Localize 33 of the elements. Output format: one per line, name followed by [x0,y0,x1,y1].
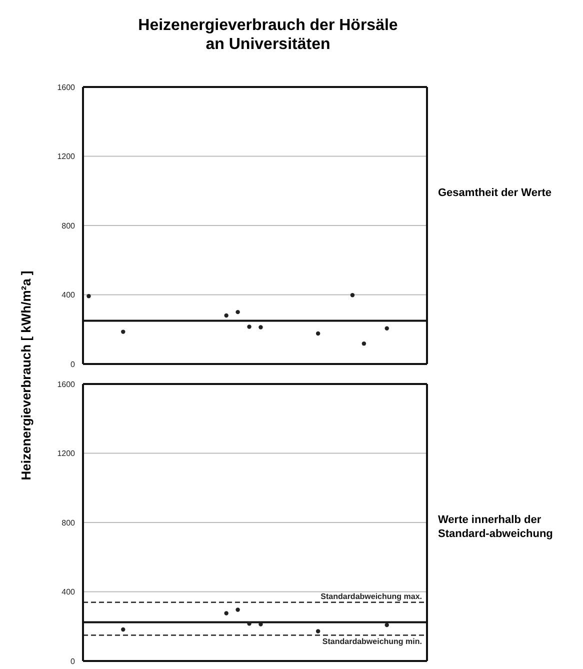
y-tick-label: 800 [62,221,76,230]
y-tick-label: 1200 [57,152,76,162]
point [247,324,252,329]
point [258,622,263,626]
point [316,331,320,336]
ref-line-label: Standardabweichung min. [322,637,422,646]
point [236,608,240,612]
y-tick-label: 800 [62,518,76,528]
text: Gesamtheit der Werte [438,186,553,200]
ref-line-label: Standardabweichung max. [320,592,422,601]
text: Werte innerhalb der Standard-abweichung [438,513,554,541]
point [350,292,355,298]
y-tick-label: 0 [70,360,76,369]
point [258,325,263,330]
point [362,341,366,346]
point [384,622,389,628]
point [316,629,320,634]
y-tick-label: 400 [62,588,76,597]
y-tick-label: 1200 [57,449,76,458]
point [121,627,126,632]
point [236,310,240,314]
y-tick-label: 1600 [57,380,76,389]
point [247,622,252,626]
point [384,326,389,330]
point [224,313,228,318]
chart-title: Heizenergieverbrauch der Hörsäle an Universitäten [137,16,399,54]
y-tick-label: 0 [70,656,76,666]
y-tick-label: 400 [62,290,76,300]
point [86,294,91,298]
y-tick-label: 1600 [57,82,76,92]
point [224,611,228,616]
point [121,330,126,334]
y-axis-title: Heizenergieverbrauch [ kWh/m²a ] [18,270,34,482]
